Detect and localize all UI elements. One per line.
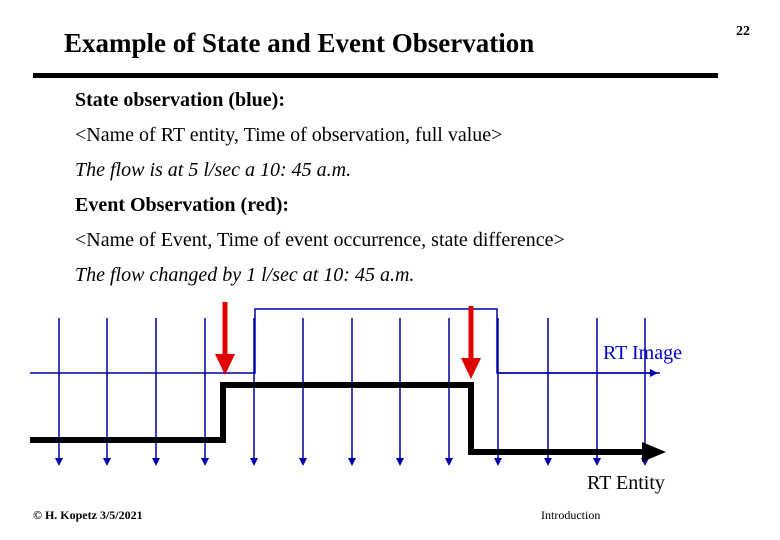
event-tuple: <Name of Event, Time of event occurrence… (75, 229, 565, 251)
rt-entity-signal (30, 382, 645, 455)
page-number: 22 (736, 24, 750, 39)
event-observation-arrow (461, 306, 481, 379)
state-example: The flow is at 5 l/sec a 10: 45 a.m. (75, 159, 352, 181)
event-observation-arrow (215, 302, 235, 375)
title-divider (33, 73, 718, 78)
rt-image-label: RT Image (603, 342, 682, 364)
rt-image-outline (30, 308, 660, 374)
state-heading: State observation (blue): (75, 89, 285, 111)
event-example: The flow changed by 1 l/sec at 10: 45 a.… (75, 264, 415, 286)
slide-title: Example of State and Event Observation (64, 28, 535, 58)
footer-section: Introduction (541, 508, 601, 522)
footer-author: © H. Kopetz 3/5/2021 (33, 508, 143, 522)
rt-entity-label: RT Entity (587, 472, 665, 494)
event-heading: Event Observation (red): (75, 194, 290, 216)
rt-entity-arrowhead (642, 442, 666, 462)
state-tuple: <Name of RT entity, Time of observation,… (75, 124, 503, 146)
